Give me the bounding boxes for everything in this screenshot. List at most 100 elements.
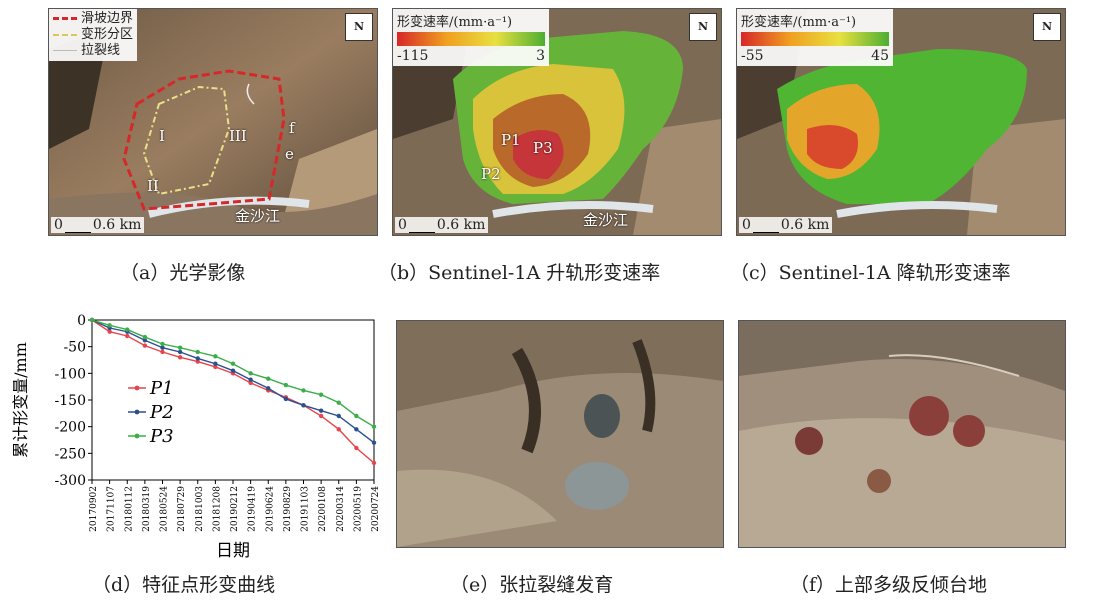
panel-b-ascending: 形变速率/(mm·a⁻¹) -115 3 N P1 P3 P2 金沙江 0 0.6 … bbox=[392, 8, 722, 236]
terrace-photo bbox=[739, 321, 1065, 547]
caption-f: （f）上部多级反倾台地 bbox=[790, 574, 988, 596]
colorbar-min: -115 bbox=[397, 48, 429, 64]
panel-c-colorbar: 形变速率/(mm·a⁻¹) -55 45 bbox=[737, 9, 893, 66]
series-point-p1 bbox=[213, 364, 218, 370]
series-point-p1 bbox=[160, 349, 165, 355]
series-point-p2 bbox=[336, 413, 341, 419]
caption-d: （d）特征点形变曲线 bbox=[92, 574, 276, 596]
legend-boundary-label: 滑坡边界 bbox=[81, 11, 134, 26]
panel-c-descending: 形变速率/(mm·a⁻¹) -55 45 N 0 0.6 km bbox=[736, 8, 1066, 236]
series-point-p1 bbox=[336, 427, 341, 432]
series-point-p2 bbox=[142, 338, 148, 343]
series-point-p3 bbox=[301, 388, 306, 393]
series-point-p3 bbox=[283, 382, 289, 388]
legend-boundary: 滑坡边界 bbox=[53, 11, 133, 27]
point-label-f: f bbox=[289, 119, 295, 137]
point-p1: P1 bbox=[501, 131, 521, 149]
series-point-p3 bbox=[371, 424, 377, 429]
scale-dist: 0.6 km bbox=[780, 217, 830, 233]
x-tick-label: 20200314 bbox=[336, 486, 346, 532]
point-p1-label: P1 bbox=[501, 131, 521, 149]
y-tick-label: -50 bbox=[63, 340, 86, 356]
scale-zero: 0 bbox=[398, 217, 407, 233]
x-tick-label: 20180524 bbox=[160, 486, 170, 532]
legend-crack: 拉裂线 bbox=[53, 43, 133, 59]
panel-d-chart: 0 -50 -100 -150 -200 -250 -300 20170902 20171107… bbox=[0, 306, 390, 568]
series-point-p3 bbox=[195, 349, 200, 355]
series-point-p3 bbox=[160, 341, 165, 347]
panel-e-photo bbox=[396, 320, 724, 548]
landslide-boundary bbox=[122, 69, 286, 211]
series-point-p2 bbox=[195, 356, 200, 361]
colorbar-title: 形变速率/(mm·a⁻¹) bbox=[397, 15, 513, 30]
series-point-p2 bbox=[371, 440, 377, 445]
colorbar-max: 45 bbox=[871, 48, 889, 64]
x-tick-label: 20200519 bbox=[353, 486, 363, 532]
north-arrow-icon: N bbox=[689, 13, 717, 41]
series-point-p2 bbox=[266, 386, 271, 391]
y-tick-label: -150 bbox=[55, 393, 86, 409]
ascending-rate-map bbox=[393, 9, 721, 235]
legend-zone: 变形分区 bbox=[53, 27, 133, 43]
river-label: 金沙江 bbox=[583, 211, 629, 229]
series-point-p2 bbox=[248, 377, 253, 382]
colorbar-title: 形变速率/(mm·a⁻¹) bbox=[741, 15, 857, 30]
caption-e: （e）张拉裂缝发育 bbox=[450, 574, 614, 596]
y-tick-label: -250 bbox=[55, 446, 86, 462]
point-p3-label: P3 bbox=[533, 139, 553, 157]
x-axis-label: 日期 bbox=[216, 541, 250, 561]
colorbar-min: -55 bbox=[741, 48, 764, 64]
series-point-p1 bbox=[371, 460, 377, 466]
series-point-p1 bbox=[107, 329, 112, 334]
optical-image-map bbox=[49, 9, 377, 235]
y-tick-label: -200 bbox=[55, 420, 86, 436]
scale-zero: 0 bbox=[742, 217, 751, 233]
series-point-p3 bbox=[89, 317, 95, 323]
river-label: 金沙江 bbox=[235, 207, 281, 225]
series-point-p1 bbox=[318, 413, 324, 419]
series-point-p3 bbox=[354, 413, 359, 419]
colorbar-gradient bbox=[741, 32, 889, 46]
legend-crack-label: 拉裂线 bbox=[81, 43, 121, 58]
panel-f-photo bbox=[738, 320, 1066, 548]
x-tick-label: 20181003 bbox=[195, 486, 205, 532]
x-tick-label: 20200108 bbox=[318, 486, 328, 532]
series-point-p2 bbox=[177, 349, 183, 355]
x-tick-label: 20191103 bbox=[301, 486, 311, 532]
point-label-e: e bbox=[285, 145, 294, 163]
point-p3: P3 bbox=[533, 139, 553, 157]
scale-bar: 0 0.6 km bbox=[739, 217, 833, 233]
series-point-p2 bbox=[318, 408, 324, 413]
deformation-zone-line bbox=[142, 85, 231, 196]
x-tick-label: 20190829 bbox=[283, 486, 293, 532]
legend-marker-p2 bbox=[134, 409, 140, 415]
panel-a-legend: 滑坡边界 变形分区 拉裂线 bbox=[49, 9, 138, 61]
series-point-p2 bbox=[283, 396, 289, 402]
series-point-p3 bbox=[213, 354, 218, 359]
series-point-p3 bbox=[318, 392, 324, 397]
series-point-p1 bbox=[177, 355, 183, 360]
series-point-p1 bbox=[125, 333, 130, 339]
zone-label-ii: II bbox=[147, 177, 159, 195]
point-p2-label: P2 bbox=[481, 165, 501, 183]
x-tick-label: 20180319 bbox=[142, 486, 152, 532]
scale-bar: 0 0.6 km bbox=[395, 217, 489, 233]
y-axis-label: 累计形变量/mm bbox=[11, 342, 30, 458]
series-point-p2 bbox=[160, 345, 165, 350]
y-tick-label: 0 bbox=[77, 313, 86, 329]
x-tick-label: 20190624 bbox=[265, 486, 275, 532]
north-arrow-icon: N bbox=[1033, 13, 1061, 41]
legend-label-p1: P1 bbox=[149, 378, 174, 399]
zone-label-i: I bbox=[159, 127, 165, 145]
x-tick-label: 20171107 bbox=[107, 486, 117, 532]
series-point-p1 bbox=[142, 343, 148, 348]
series-point-p2 bbox=[301, 403, 306, 408]
colorbar-max: 3 bbox=[536, 48, 545, 64]
x-tick-label: 20170902 bbox=[89, 486, 99, 532]
series-line-p1 bbox=[91, 319, 375, 464]
series-point-p3 bbox=[125, 327, 130, 332]
north-arrow-icon: N bbox=[345, 13, 373, 41]
scale-dist: 0.6 km bbox=[436, 217, 486, 233]
series-point-p1 bbox=[354, 445, 359, 451]
